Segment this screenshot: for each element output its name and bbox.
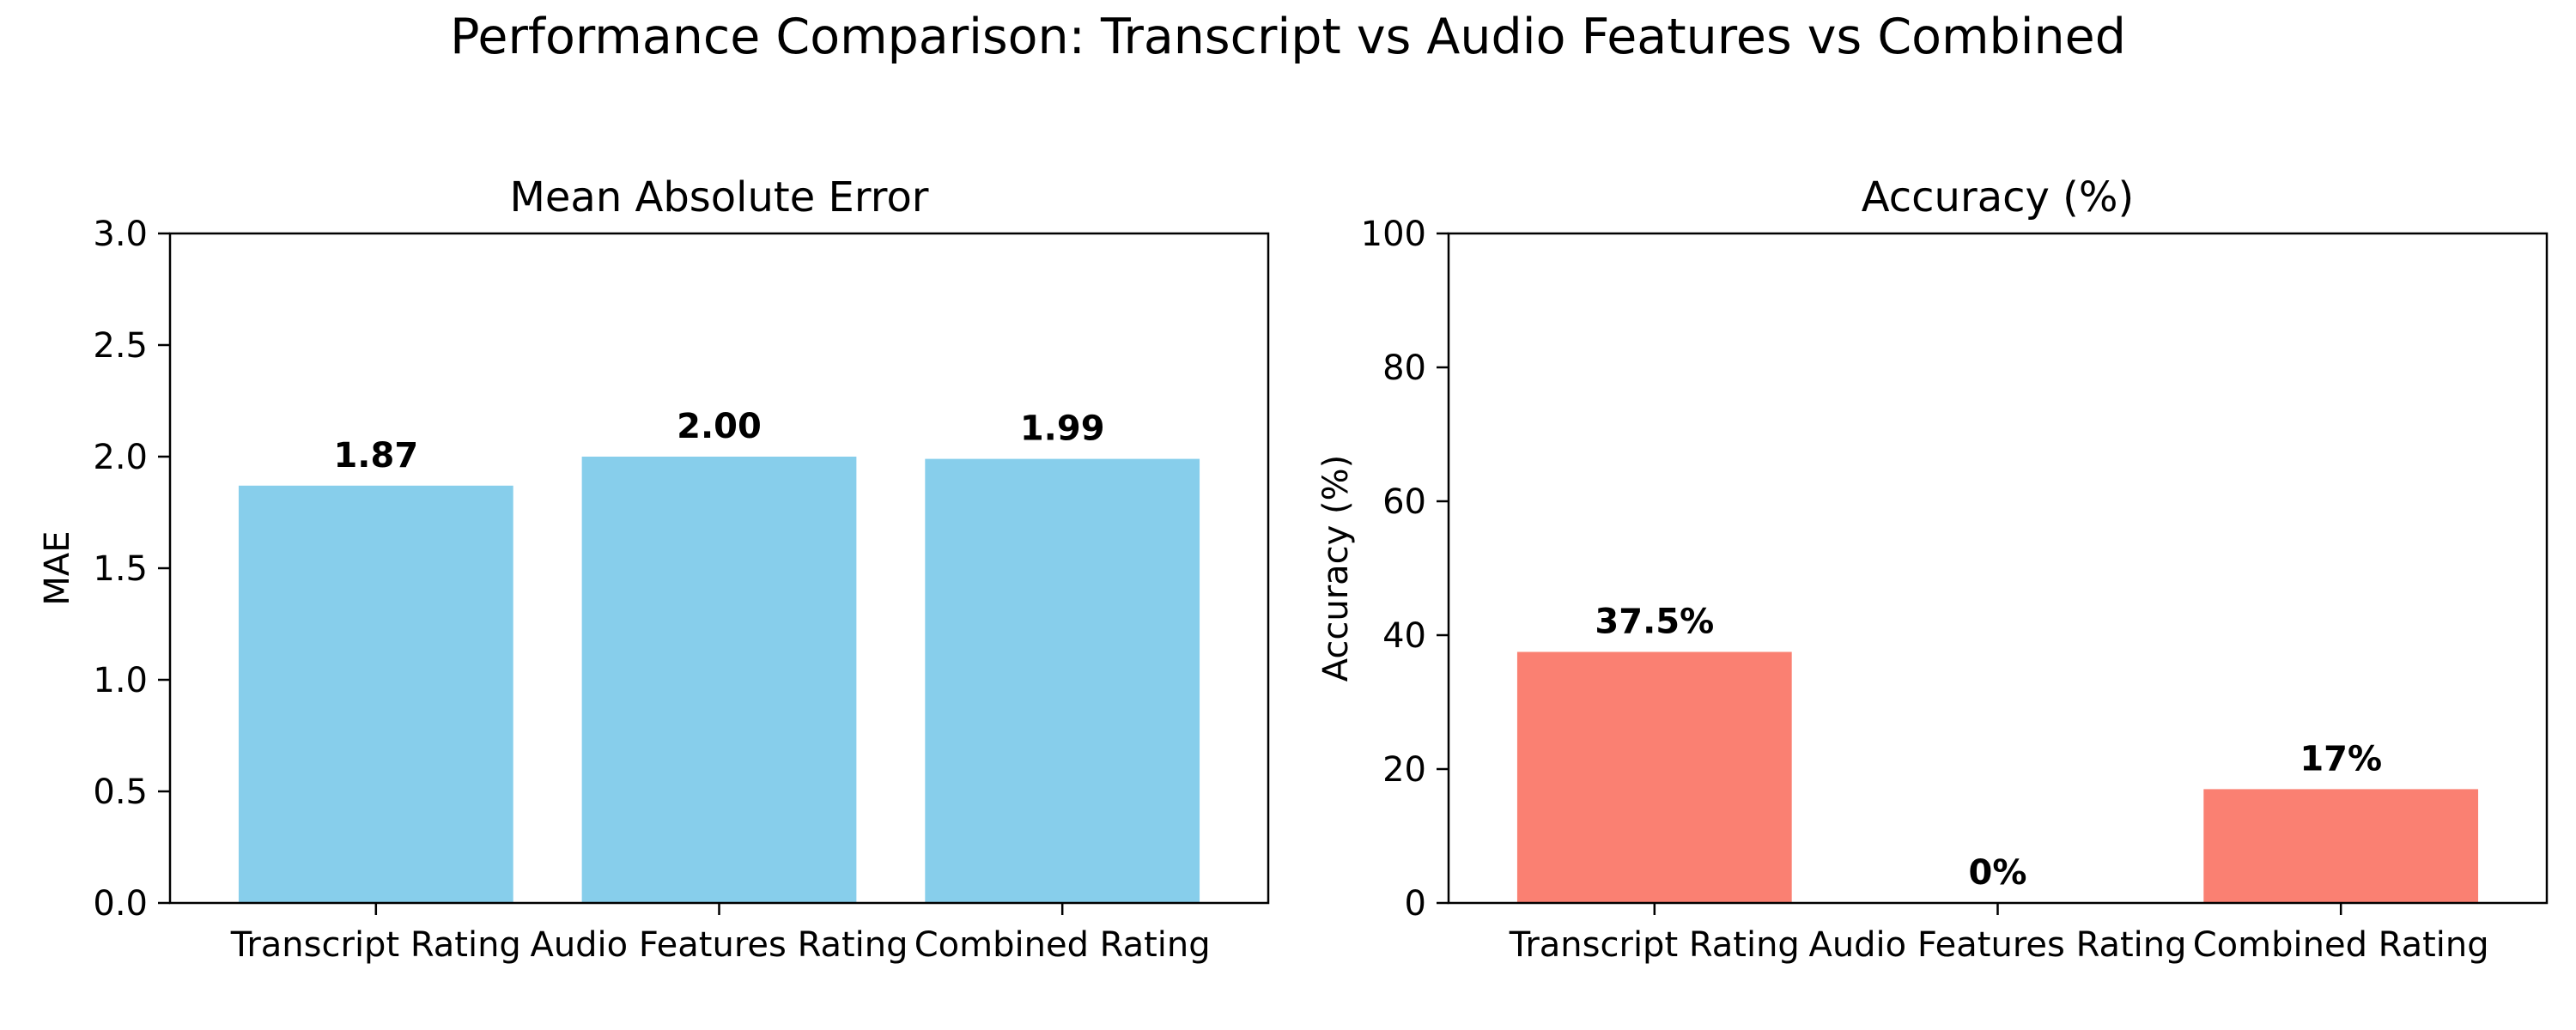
accuracy-y-tick-label: 20 bbox=[1382, 750, 1426, 790]
mae-y-tick-label: 3.0 bbox=[93, 215, 148, 254]
mae-bar bbox=[925, 458, 1200, 903]
accuracy-data-label: 37.5% bbox=[1595, 603, 1714, 642]
accuracy-y-tick-label: 80 bbox=[1382, 348, 1426, 388]
mae-y-axis-label: MAE bbox=[38, 530, 77, 605]
mae-data-label: 2.00 bbox=[677, 407, 762, 446]
accuracy-title: Accuracy (%) bbox=[1862, 173, 2134, 221]
accuracy-y-tick-label: 60 bbox=[1382, 482, 1426, 522]
mae-axes-frame bbox=[168, 232, 1270, 905]
accuracy-y-tick-label: 40 bbox=[1382, 616, 1426, 656]
chart-panels: Mean Absolute Error MAE 1.87 Transcript Rat… bbox=[38, 173, 2549, 965]
mae-x-tick-label: Transcript Rating bbox=[230, 925, 521, 965]
accuracy-y-tick-label: 0 bbox=[1405, 884, 1426, 924]
accuracy-data-label: 0% bbox=[1969, 853, 2027, 893]
accuracy-axes-frame bbox=[1447, 232, 2549, 905]
mae-title: Mean Absolute Error bbox=[509, 173, 928, 221]
accuracy-panel: Accuracy (%) Accuracy (%) 37.5% Transcript … bbox=[1316, 173, 2549, 965]
mae-y-tick-label: 2.0 bbox=[93, 438, 148, 477]
mae-y-tick-label: 1.0 bbox=[93, 661, 148, 700]
mae-data-label: 1.87 bbox=[333, 436, 418, 476]
accuracy-bar bbox=[1516, 651, 1792, 903]
accuracy-y-tick-label: 100 bbox=[1361, 215, 1426, 254]
accuracy-y-axis-label: Accuracy (%) bbox=[1316, 455, 1356, 682]
mae-bar bbox=[238, 485, 513, 903]
accuracy-x-tick-label: Audio Features Rating bbox=[1808, 925, 2186, 965]
mae-y-tick-label: 0.5 bbox=[93, 772, 148, 812]
accuracy-x-tick-label: Combined Rating bbox=[2193, 925, 2489, 965]
accuracy-bar bbox=[2203, 789, 2479, 903]
accuracy-data-label: 17% bbox=[2300, 739, 2382, 779]
mae-x-tick-label: Combined Rating bbox=[914, 925, 1211, 965]
mae-y-tick-label: 1.5 bbox=[93, 549, 148, 589]
mae-y-tick-label: 2.5 bbox=[93, 326, 148, 366]
accuracy-x-tick-label: Transcript Rating bbox=[1509, 925, 1800, 965]
mae-panel: Mean Absolute Error MAE 1.87 Transcript Rat… bbox=[38, 173, 1270, 965]
mae-x-tick-label: Audio Features Rating bbox=[530, 925, 908, 965]
mae-y-tick-label: 0.0 bbox=[93, 884, 148, 924]
mae-bar bbox=[581, 457, 857, 903]
figure-title: Performance Comparison: Transcript vs Au… bbox=[450, 9, 2126, 65]
mae-data-label: 1.99 bbox=[1020, 409, 1105, 449]
